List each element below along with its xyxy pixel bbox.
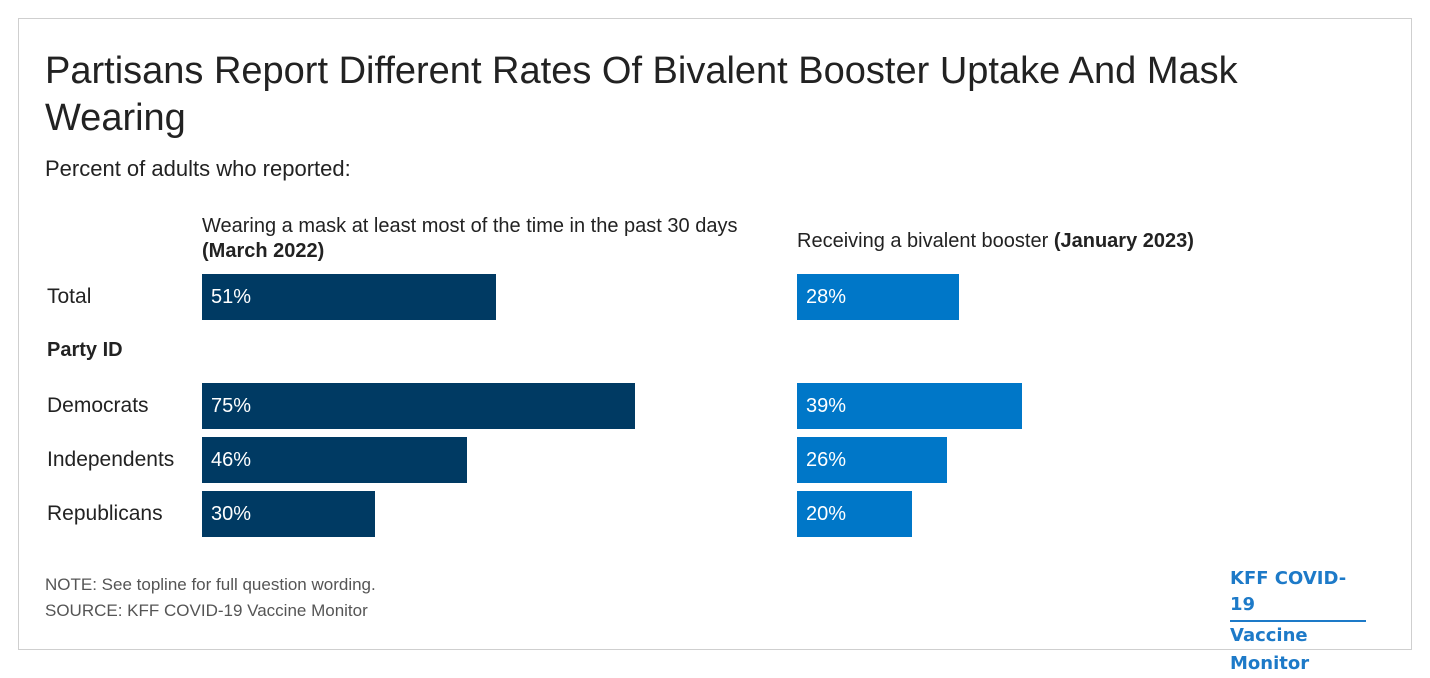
panel-title-mask: Wearing a mask at least most of the time… xyxy=(202,214,772,264)
panel-title-booster-date: (January 2023) xyxy=(1053,230,1194,252)
row-label-total: Total xyxy=(47,285,92,308)
kff-logo: KFF COVID-19 Vaccine Monitor xyxy=(1230,566,1390,678)
bar-booster-total xyxy=(797,274,959,320)
kff-logo-line1: KFF COVID-19 xyxy=(1230,566,1366,622)
bar-mask-independents xyxy=(202,437,467,483)
bar-label-booster-republicans: 20% xyxy=(806,503,847,525)
bar-booster-republicans xyxy=(797,491,912,537)
bar-label-mask-republicans: 30% xyxy=(211,503,252,525)
bar-label-mask-democrats: 75% xyxy=(211,395,252,417)
row-label-democrats: Democrats xyxy=(47,394,149,417)
bar-mask-total xyxy=(202,274,496,320)
panel-title-mask-text: Wearing a mask at least most of the time… xyxy=(202,215,738,237)
bar-booster-independents xyxy=(797,437,947,483)
bar-mask-republicans xyxy=(202,491,375,537)
kff-logo-line2: Vaccine Monitor xyxy=(1230,625,1310,674)
panel-title-mask-date: (March 2022) xyxy=(202,240,325,262)
bar-label-mask-independents: 46% xyxy=(211,449,252,471)
bar-booster-democrats xyxy=(797,383,1022,429)
chart-subtitle: Percent of adults who reported: xyxy=(45,156,351,181)
chart-title: Partisans Report Different Rates Of Biva… xyxy=(45,50,1238,139)
bar-label-booster-independents: 26% xyxy=(806,449,847,471)
bar-mask-democrats xyxy=(202,383,635,429)
bar-label-mask-total: 51% xyxy=(211,286,252,308)
bar-label-booster-democrats: 39% xyxy=(806,395,847,417)
bar-label-booster-total: 28% xyxy=(806,286,847,308)
section-label-party-id: Party ID xyxy=(47,339,123,361)
row-label-republicans: Republicans xyxy=(47,502,163,525)
panel-title-booster-text: Receiving a bivalent booster xyxy=(797,230,1049,252)
panel-title-booster: Receiving a bivalent booster (January 20… xyxy=(797,229,1357,254)
chart-card xyxy=(18,18,1412,650)
row-label-independents: Independents xyxy=(47,448,175,471)
source-text: SOURCE: KFF COVID-19 Vaccine Monitor xyxy=(45,601,368,620)
note-text: NOTE: See topline for full question word… xyxy=(45,575,376,594)
